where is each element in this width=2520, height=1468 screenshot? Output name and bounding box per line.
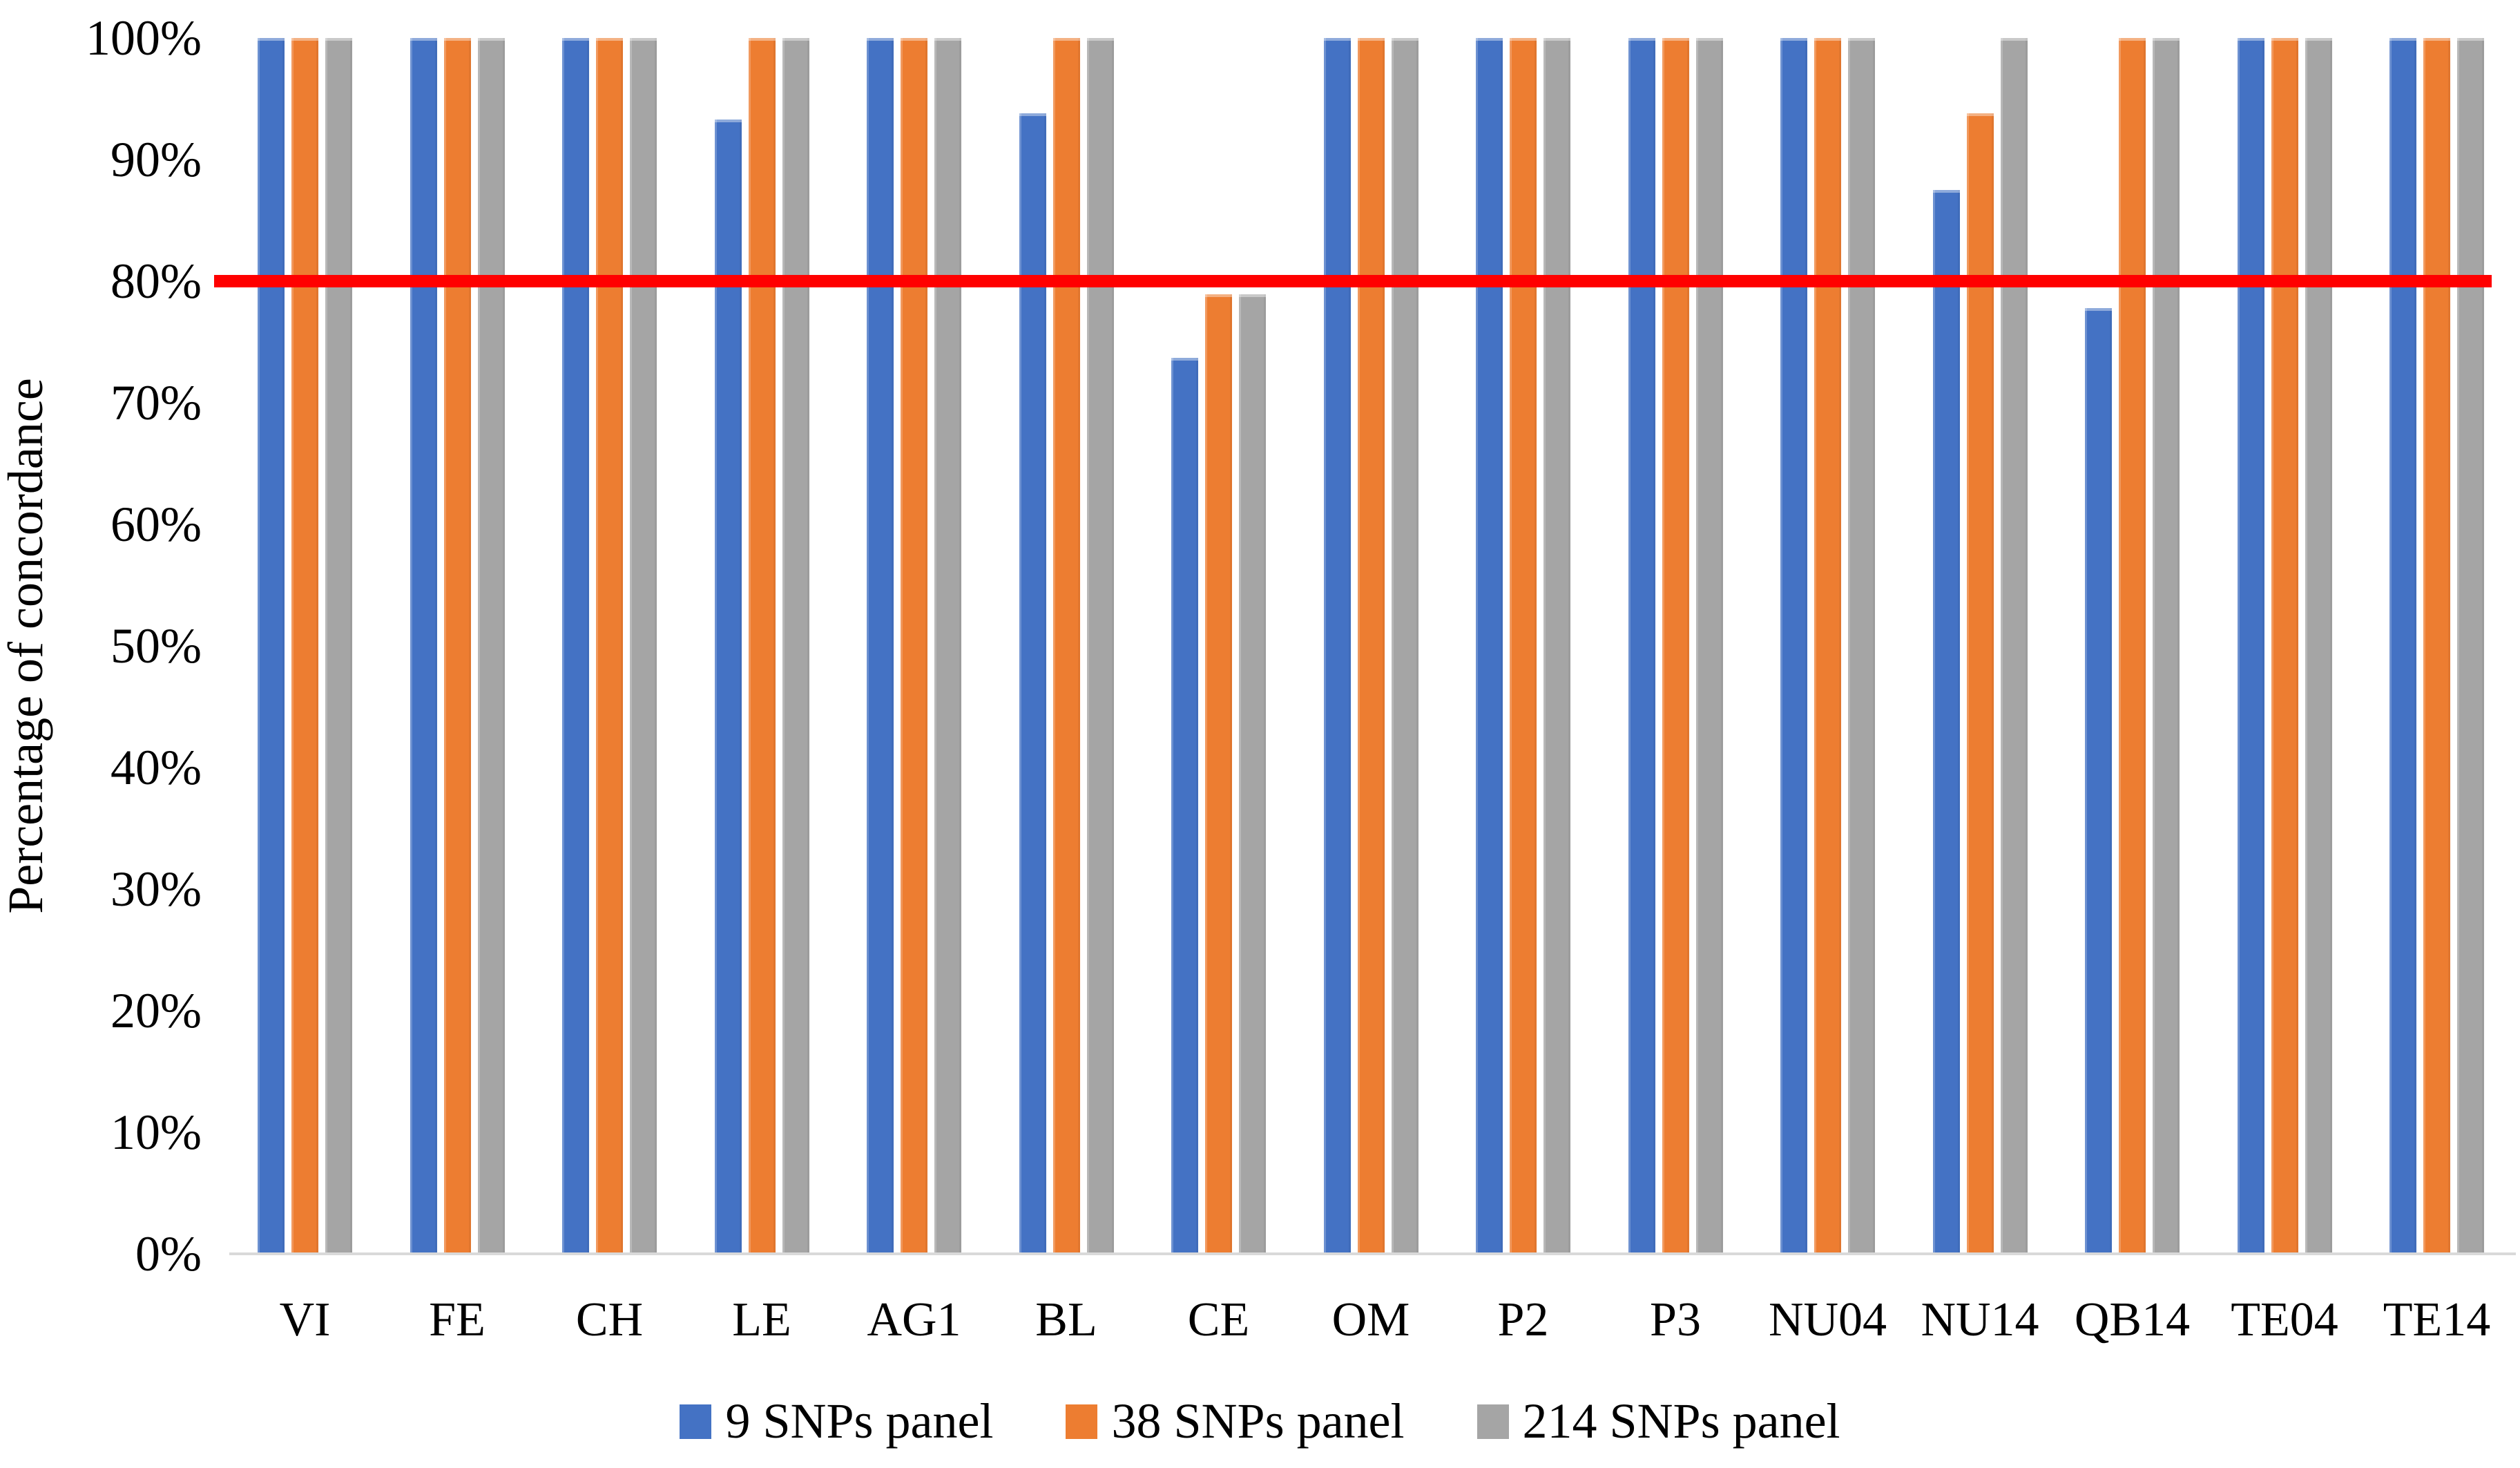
- x-tick-label-FE: FE: [429, 1293, 485, 1346]
- x-tick-label-BL: BL: [1035, 1293, 1097, 1346]
- bar-AG1-214-SNPs-panel: [934, 38, 961, 1254]
- x-tick-label-QB14: QB14: [2074, 1293, 2191, 1346]
- bar-CE-214-SNPs-panel: [1239, 294, 1266, 1254]
- bar-VI-9-SNPs-panel: [258, 38, 285, 1254]
- reference-line-80-percent: [214, 275, 2492, 287]
- bar-LE-9-SNPs-panel: [714, 119, 742, 1254]
- legend-swatch-icon: [1477, 1404, 1509, 1439]
- bar-VI-38-SNPs-panel: [291, 38, 318, 1254]
- bar-TE14-38-SNPs-panel: [2423, 38, 2450, 1254]
- bar-CH-38-SNPs-panel: [596, 38, 623, 1254]
- bar-FE-38-SNPs-panel: [443, 38, 471, 1254]
- bar-OM-38-SNPs-panel: [1357, 38, 1385, 1254]
- bar-CH-214-SNPs-panel: [630, 38, 657, 1254]
- bar-LE-38-SNPs-panel: [748, 38, 776, 1254]
- x-tick-label-LE: LE: [732, 1293, 791, 1346]
- bar-OM-9-SNPs-panel: [1323, 38, 1351, 1254]
- y-tick-label-90: 90%: [110, 132, 202, 187]
- legend: 9 SNPs panel 38 SNPs panel 214 SNPs panel: [0, 1385, 2520, 1458]
- x-tick-label-AG1: AG1: [867, 1293, 961, 1346]
- bar-NU14-9-SNPs-panel: [1932, 190, 1960, 1254]
- bar-QB14-38-SNPs-panel: [2119, 38, 2146, 1254]
- legend-label: 38 SNPs panel: [1111, 1393, 1405, 1449]
- x-tick-label-P2: P2: [1497, 1293, 1549, 1346]
- bar-OM-214-SNPs-panel: [1391, 38, 1418, 1254]
- bar-P2-9-SNPs-panel: [1476, 38, 1503, 1254]
- y-tick-label-20: 20%: [110, 983, 202, 1038]
- bar-AG1-9-SNPs-panel: [867, 38, 894, 1254]
- y-tick-label-50: 50%: [110, 618, 202, 674]
- bar-P3-214-SNPs-panel: [1695, 38, 1723, 1254]
- bar-P3-9-SNPs-panel: [1628, 38, 1655, 1254]
- bar-NU04-9-SNPs-panel: [1780, 38, 1807, 1254]
- y-tick-label-100: 100%: [86, 10, 202, 66]
- x-tick-label-P3: P3: [1650, 1293, 1701, 1346]
- bar-CE-38-SNPs-panel: [1205, 294, 1232, 1254]
- legend-item-9-SNPs-panel: 9 SNPs panel: [680, 1385, 993, 1458]
- bar-TE04-38-SNPs-panel: [2271, 38, 2298, 1254]
- bar-VI-214-SNPs-panel: [325, 38, 352, 1254]
- bar-FE-9-SNPs-panel: [410, 38, 437, 1254]
- y-tick-label-60: 60%: [110, 497, 202, 552]
- bar-AG1-38-SNPs-panel: [901, 38, 927, 1254]
- x-tick-label-TE04: TE04: [2231, 1293, 2338, 1346]
- y-tick-label-10: 10%: [110, 1105, 202, 1160]
- y-tick-label-70: 70%: [110, 375, 202, 430]
- legend-item-38-SNPs-panel: 38 SNPs panel: [1066, 1385, 1405, 1458]
- bar-P2-214-SNPs-panel: [1543, 38, 1570, 1254]
- legend-label: 9 SNPs panel: [725, 1393, 994, 1449]
- bar-NU14-38-SNPs-panel: [1966, 113, 1994, 1254]
- y-tick-label-30: 30%: [110, 861, 202, 917]
- bar-P2-38-SNPs-panel: [1510, 38, 1537, 1254]
- x-tick-label-CH: CH: [575, 1293, 644, 1346]
- bar-NU04-214-SNPs-panel: [1848, 38, 1875, 1254]
- bar-BL-214-SNPs-panel: [1086, 38, 1114, 1254]
- bar-TE14-9-SNPs-panel: [2389, 38, 2416, 1254]
- bar-TE04-214-SNPs-panel: [2305, 38, 2332, 1254]
- bar-QB14-214-SNPs-panel: [2153, 38, 2180, 1254]
- bar-QB14-9-SNPs-panel: [2085, 307, 2112, 1254]
- x-tick-label-OM: OM: [1331, 1293, 1410, 1346]
- x-tick-label-NU04: NU04: [1768, 1293, 1887, 1346]
- legend-label: 214 SNPs panel: [1522, 1393, 1840, 1449]
- bar-CH-9-SNPs-panel: [562, 38, 589, 1254]
- y-tick-label-80: 80%: [110, 254, 202, 309]
- legend-swatch-icon: [1066, 1404, 1098, 1439]
- bar-LE-214-SNPs-panel: [782, 38, 809, 1254]
- bar-NU14-214-SNPs-panel: [2000, 38, 2028, 1254]
- y-tick-label-0: 0%: [135, 1226, 202, 1281]
- x-tick-label-CE: CE: [1187, 1293, 1250, 1346]
- x-axis-baseline: [229, 1252, 2516, 1255]
- bar-FE-214-SNPs-panel: [477, 38, 505, 1254]
- bar-NU04-38-SNPs-panel: [1814, 38, 1841, 1254]
- bar-CE-9-SNPs-panel: [1171, 357, 1198, 1254]
- bar-P3-38-SNPs-panel: [1662, 38, 1689, 1254]
- bar-TE04-9-SNPs-panel: [2237, 38, 2264, 1254]
- x-tick-label-TE14: TE14: [2383, 1293, 2491, 1346]
- legend-swatch-icon: [680, 1404, 712, 1439]
- bar-BL-38-SNPs-panel: [1052, 38, 1080, 1254]
- y-tick-label-40: 40%: [110, 740, 202, 795]
- legend-item-214-SNPs-panel: 214 SNPs panel: [1477, 1385, 1840, 1458]
- bar-TE14-214-SNPs-panel: [2457, 38, 2484, 1254]
- x-tick-label-NU14: NU14: [1921, 1293, 2039, 1346]
- x-tick-label-VI: VI: [279, 1293, 331, 1346]
- bar-BL-9-SNPs-panel: [1019, 113, 1046, 1254]
